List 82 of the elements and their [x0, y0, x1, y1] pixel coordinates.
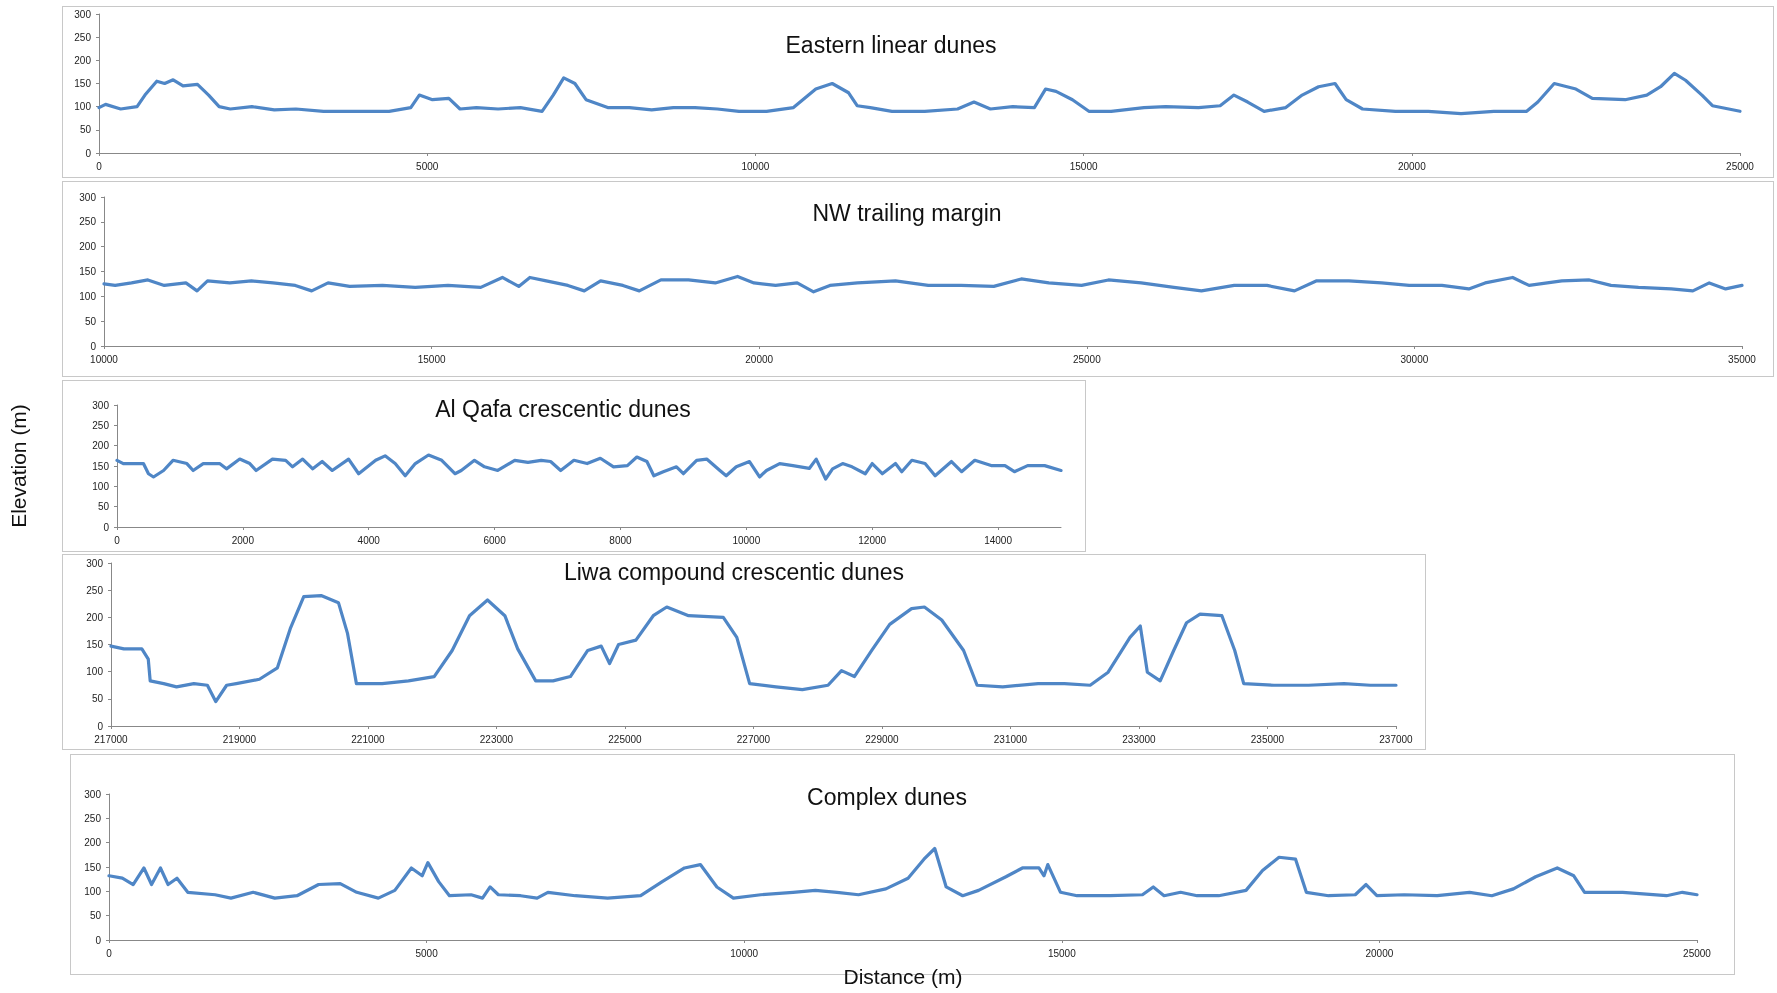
x-tick-label: 20000 — [1397, 160, 1427, 172]
y-tick-label: 250 — [79, 216, 97, 228]
y-tick-label: 250 — [92, 419, 110, 431]
x-tick-label: 231000 — [993, 733, 1028, 745]
y-tick-label: 200 — [92, 440, 110, 452]
y-tick-label: 250 — [84, 812, 102, 824]
y-tick-label: 0 — [85, 147, 92, 159]
x-tick-label: 25000 — [1683, 947, 1712, 959]
y-tick-label: 150 — [92, 460, 110, 472]
y-tick-label: 200 — [74, 54, 92, 66]
y-tick-label: 150 — [79, 266, 97, 277]
x-tick-label: 14000 — [984, 534, 1013, 546]
y-tick-label: 100 — [86, 666, 104, 678]
y-tick-label: 250 — [86, 584, 104, 596]
chart-title: Liwa compound crescentic dunes — [563, 558, 905, 585]
y-tick-label: 50 — [91, 693, 104, 705]
y-tick-label: 300 — [84, 788, 102, 800]
y-tick-label: 300 — [92, 399, 110, 411]
x-tick-label: 235000 — [1250, 733, 1285, 745]
y-tick-label: 50 — [89, 910, 102, 922]
y-tick-label: 250 — [74, 31, 92, 43]
y-tick-label: 300 — [86, 557, 104, 569]
y-tick-label: 100 — [84, 885, 102, 897]
x-tick-label: 8000 — [609, 534, 633, 546]
x-tick-label: 217000 — [94, 733, 129, 745]
y-tick-label: 150 — [84, 861, 102, 873]
x-tick-label: 237000 — [1379, 733, 1414, 745]
chart-title: Complex dunes — [807, 783, 967, 810]
y-tick-label: 200 — [86, 611, 104, 623]
x-tick-label: 10000 — [741, 160, 770, 172]
x-tick-label: 10000 — [730, 947, 759, 959]
x-tick-label: 20000 — [745, 353, 774, 365]
y-tick-label: 300 — [79, 191, 97, 203]
y-tick-label: 200 — [79, 241, 97, 253]
x-axis-title: Distance (m) — [843, 965, 963, 988]
line-series — [107, 846, 1699, 900]
y-tick-label: 0 — [90, 340, 97, 352]
y-tick-label: 100 — [92, 480, 110, 492]
line-series — [102, 274, 1744, 294]
x-tick-label: 35000 — [1728, 353, 1757, 365]
x-tick-label: 223000 — [479, 733, 514, 745]
line-series — [97, 71, 1742, 116]
y-tick-label: 0 — [103, 521, 110, 533]
x-tick-label: 15000 — [1069, 160, 1098, 172]
y-axis-title: Elevation (m) — [7, 404, 30, 528]
x-tick-label: 4000 — [357, 534, 381, 546]
y-tick-label: 50 — [79, 124, 92, 136]
x-tick-label: 5000 — [415, 947, 439, 959]
x-tick-label: 10000 — [732, 534, 761, 546]
y-tick-label: 50 — [97, 501, 110, 513]
x-tick-label: 225000 — [608, 733, 643, 745]
x-tick-label: 0 — [114, 534, 121, 546]
chart-title: NW trailing margin — [812, 199, 1002, 226]
y-tick-label: 100 — [79, 290, 97, 302]
text: Eastern linear dunes — [785, 31, 997, 58]
y-tick-label: 150 — [74, 78, 92, 89]
x-tick-label: 12000 — [858, 534, 887, 546]
x-tick-label: 15000 — [1047, 947, 1077, 959]
y-tick-label: 300 — [74, 8, 92, 20]
x-tick-label: 30000 — [1400, 353, 1429, 365]
x-tick-label: 25000 — [1726, 160, 1755, 172]
x-tick-label: 229000 — [865, 733, 900, 745]
y-tick-label: 150 — [86, 639, 104, 650]
x-tick-label: 227000 — [736, 733, 771, 745]
x-tick-label: 15000 — [417, 353, 446, 365]
y-tick-label: 0 — [95, 934, 102, 946]
y-tick-label: 100 — [74, 101, 92, 113]
y-tick-label: 50 — [84, 315, 97, 327]
x-tick-label: 6000 — [483, 534, 507, 546]
x-tick-label: 10000 — [90, 353, 119, 365]
x-tick-label: 25000 — [1072, 353, 1102, 365]
line-series — [109, 594, 1398, 704]
x-tick-label: 221000 — [351, 733, 386, 745]
x-tick-label: 219000 — [222, 733, 257, 745]
y-tick-label: 0 — [97, 720, 104, 732]
x-tick-label: 2000 — [231, 534, 255, 546]
x-tick-label: 233000 — [1122, 733, 1157, 745]
y-tick-label: 200 — [84, 837, 102, 849]
x-tick-label: 20000 — [1365, 947, 1394, 959]
line-series — [115, 453, 1063, 481]
x-tick-label: 5000 — [416, 160, 439, 172]
chart-title: Al Qafa crescentic dunes — [435, 395, 691, 422]
